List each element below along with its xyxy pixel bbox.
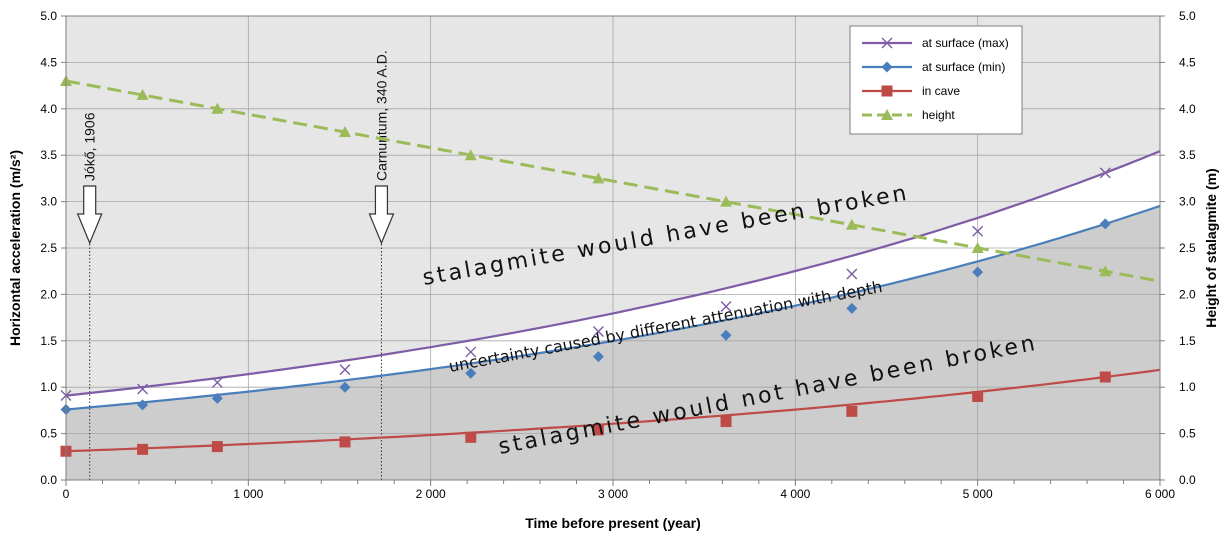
x-tick-label: 6 000 <box>1145 487 1175 501</box>
x-tick-label: 3 000 <box>598 487 628 501</box>
y2-tick-label: 2.0 <box>1179 287 1196 301</box>
x-tick-label: 0 <box>63 487 70 501</box>
y2-tick-label: 1.5 <box>1179 334 1196 348</box>
data-point <box>465 431 477 443</box>
data-point <box>1099 167 1111 179</box>
y-tick-label: 4.0 <box>40 102 57 116</box>
data-point <box>339 381 351 393</box>
data-point <box>881 37 893 49</box>
event-label: Jókő, 1906 <box>82 112 98 181</box>
legend-label: at surface (min) <box>922 60 1005 74</box>
y-tick-label: 5.0 <box>40 9 57 23</box>
y-tick-label: 2.0 <box>40 287 57 301</box>
data-point <box>881 85 893 97</box>
y2-tick-label: 0.0 <box>1179 473 1196 487</box>
data-point <box>211 377 223 389</box>
series-at-surface-max- <box>60 150 1161 402</box>
legend-label: height <box>922 108 955 122</box>
data-point <box>972 225 984 237</box>
data-point <box>1099 265 1112 277</box>
data-point <box>846 302 858 314</box>
legend-item: in cave <box>862 84 960 98</box>
x-tick-label: 5 000 <box>963 487 993 501</box>
legend-item: height <box>862 108 955 122</box>
y2-tick-label: 1.0 <box>1179 380 1196 394</box>
x-axis-title: Time before present (year) <box>525 515 701 531</box>
data-point <box>465 346 477 358</box>
series-height <box>60 74 1161 283</box>
axes: 0.0 0.0 0.5 0.5 1.0 1.0 1.5 1.5 2.0 2.0 2.5 2.5 3.0 3… <box>40 9 1196 501</box>
event-markers: Jókő, 1906 Carnuntum, 340 A.D. <box>76 50 395 480</box>
data-point <box>211 441 223 453</box>
data-point <box>136 88 149 100</box>
data-point <box>592 172 605 184</box>
data-point <box>137 383 149 395</box>
x-tick-label: 1 000 <box>233 487 263 501</box>
y-tick-label: 2.5 <box>40 241 57 255</box>
data-point <box>1099 218 1111 230</box>
y2-tick-label: 5.0 <box>1179 9 1196 23</box>
data-point <box>592 351 604 363</box>
legend-item: at surface (min) <box>862 60 1005 74</box>
data-point <box>338 126 351 137</box>
y2-tick-label: 4.0 <box>1179 102 1196 116</box>
event-marker: Carnuntum, 340 A.D. <box>368 50 395 480</box>
y2-axis-title: Height of stalagmite (m) <box>1203 168 1219 327</box>
data-point <box>972 390 984 402</box>
y2-tick-label: 2.5 <box>1179 241 1196 255</box>
data-point <box>592 326 604 338</box>
data-point <box>1099 371 1111 383</box>
data-point <box>137 443 149 455</box>
y-tick-label: 3.0 <box>40 195 57 209</box>
y2-tick-label: 4.5 <box>1179 55 1196 69</box>
y-axis-title: Horizontal acceleration (m/s²) <box>7 150 23 346</box>
data-point <box>846 405 858 417</box>
y-tick-label: 4.5 <box>40 55 57 69</box>
data-point <box>339 436 351 448</box>
data-point <box>845 218 858 230</box>
event-arrow <box>368 185 395 245</box>
y2-tick-label: 3.0 <box>1179 195 1196 209</box>
legend-label: in cave <box>922 84 960 98</box>
data-point <box>464 149 477 161</box>
data-point <box>971 242 984 253</box>
data-point <box>465 367 477 379</box>
legend-item: at surface (max) <box>862 36 1009 50</box>
series-line <box>65 204 1161 411</box>
y-tick-label: 1.5 <box>40 334 57 348</box>
data-point <box>137 399 149 411</box>
x-tick-label: 4 000 <box>780 487 810 501</box>
legend-label: at surface (max) <box>922 36 1009 50</box>
data-point <box>972 266 984 278</box>
data-point <box>592 424 604 436</box>
data-point <box>881 61 893 73</box>
event-marker: Jókő, 1906 <box>76 112 103 480</box>
data-point <box>720 300 732 312</box>
data-point <box>211 102 224 114</box>
series-at-surface-min- <box>60 204 1161 415</box>
series-line <box>65 150 1161 397</box>
y-tick-label: 3.5 <box>40 148 57 162</box>
y-tick-label: 1.0 <box>40 380 57 394</box>
series-layer <box>60 74 1161 457</box>
data-point <box>720 195 733 207</box>
data-point <box>211 392 223 404</box>
data-point <box>339 364 351 376</box>
y2-tick-label: 3.5 <box>1179 148 1196 162</box>
data-point <box>881 109 893 120</box>
data-point <box>720 329 732 341</box>
data-point <box>846 268 858 280</box>
x-tick-label: 2 000 <box>416 487 446 501</box>
data-point <box>720 416 732 428</box>
event-label: Carnuntum, 340 A.D. <box>373 50 389 181</box>
event-arrow <box>76 185 103 245</box>
y2-tick-label: 0.5 <box>1179 427 1196 441</box>
legend: at surface (max) at surface (min) in cave h… <box>849 25 1023 135</box>
y-tick-label: 0.5 <box>40 427 57 441</box>
y-tick-label: 0.0 <box>40 473 57 487</box>
